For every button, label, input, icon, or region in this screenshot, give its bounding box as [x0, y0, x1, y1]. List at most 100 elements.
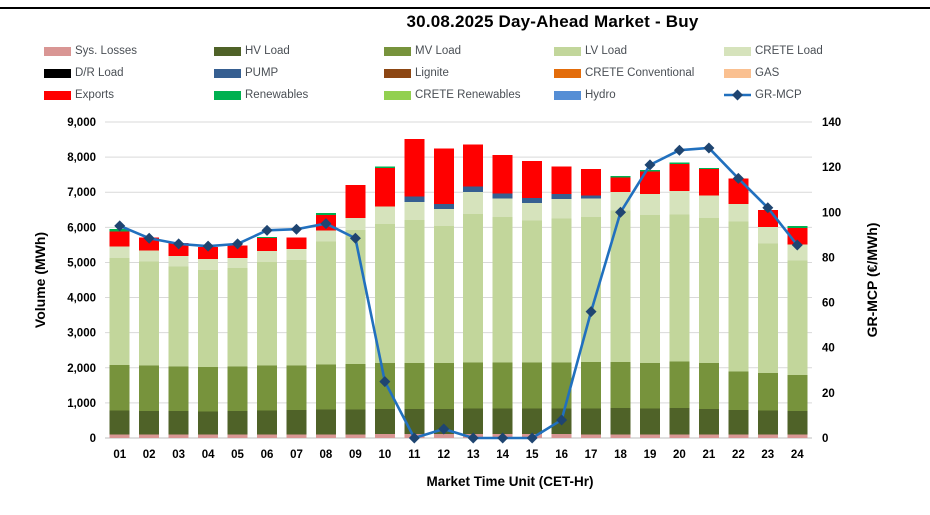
y-axis-right-ticks: 0 20 40 60 80 100 120 140 [822, 117, 841, 445]
gr-mcp-marker-hour-07 [290, 223, 302, 235]
bar-segment-lv-load [109, 258, 130, 365]
bar-segment-sys-losses [168, 434, 189, 438]
bar-segment-renewables [374, 166, 395, 169]
bar-hour-22 [728, 178, 749, 438]
legend-item-d-r-load: D/R Load [44, 67, 214, 79]
bar-segment-lv-load [198, 269, 219, 368]
legend-item-renewables: Renewables [214, 89, 384, 101]
bar-segment-mv-load [404, 363, 425, 410]
bar-segment-hv-load [315, 409, 336, 435]
y-left-tick-label: 7,000 [67, 187, 96, 199]
bar-segment-hv-load [168, 411, 189, 435]
bar-segment-hv-load [522, 408, 543, 435]
bar-segment-crete-load [581, 198, 602, 217]
bar-hour-17 [581, 169, 602, 438]
bar-segment-crete-load [198, 258, 219, 270]
legend-item-mv-load: MV Load [384, 45, 554, 57]
bar-segment-exports [551, 166, 572, 194]
y-axis-left-ticks: 0 1,000 2,000 3,000 4,000 5,000 6,000 7,000 8,00… [67, 117, 96, 445]
bar-segment-exports [139, 237, 160, 251]
gr-mcp-marker-hour-16 [556, 414, 568, 426]
legend-label: CRETE Conventional [585, 67, 695, 79]
bar-segment-renewables [610, 176, 631, 178]
x-tick-label-04: 04 [202, 449, 215, 461]
bar-segment-hv-load [404, 409, 425, 435]
legend-label: HV Load [245, 45, 290, 57]
bar-segment-lv-load [757, 243, 778, 374]
legend-label: MV Load [415, 45, 462, 57]
y-left-tick-label: 4,000 [67, 293, 96, 305]
bar-segment-crete-load [551, 199, 572, 219]
x-tick-label-24: 24 [791, 449, 804, 461]
legend-item-hv-load: HV Load [214, 45, 384, 57]
x-tick-label-17: 17 [585, 449, 598, 461]
bar-segment-pump [433, 203, 454, 209]
gr-mcp-marker-hour-14 [497, 432, 509, 444]
legend-swatch-icon [384, 46, 411, 56]
y-right-tick-label: 0 [822, 433, 828, 445]
gr-mcp-marker-hour-21 [703, 142, 715, 154]
bar-segment-hv-load [257, 410, 278, 435]
bar-segment-sys-losses [757, 434, 778, 438]
legend-item-sys-losses: Sys. Losses [44, 45, 214, 57]
bar-segment-pump [551, 193, 572, 200]
chart-title: 30.08.2025 Day-Ahead Market - Buy [406, 12, 699, 31]
bar-segment-exports [109, 231, 130, 247]
bar-segment-mv-load [463, 362, 484, 409]
bar-segment-hv-load [286, 409, 307, 435]
legend-swatch-icon [554, 46, 581, 56]
bar-segment-lv-load [787, 260, 808, 375]
bar-segment-lv-load [463, 213, 484, 363]
bar-hour-11 [404, 139, 425, 438]
legend-swatch-icon [44, 46, 71, 56]
legend-label: Sys. Losses [75, 45, 137, 57]
bar-hour-12 [433, 148, 454, 438]
bar-segment-lv-load [728, 221, 749, 372]
gr-mcp-marker-hour-06 [261, 224, 273, 236]
bar-segment-sys-losses [286, 434, 307, 438]
bar-segment-exports [698, 169, 719, 196]
bar-segment-crete-load [257, 251, 278, 263]
bar-segment-sys-losses [728, 434, 749, 438]
bar-segment-renewables [639, 169, 660, 172]
bar-segment-lv-load [551, 218, 572, 363]
bar-segment-renewables [787, 225, 808, 229]
bar-segment-hv-load [198, 411, 219, 435]
x-axis-ticks: 01 02 03 04 05 06 07 08 09 10 11 12 13 14 15 16 17 18 19 20… [113, 449, 804, 461]
bar-segment-mv-load [286, 365, 307, 410]
y-right-tick-label: 120 [822, 162, 841, 174]
bar-segment-mv-load [787, 374, 808, 411]
legend-item-crete-conventional: CRETE Conventional [554, 67, 724, 79]
bar-segment-hv-load [581, 408, 602, 435]
y-left-tick-label: 1,000 [67, 398, 96, 410]
bar-segment-hv-load [669, 408, 690, 435]
legend-label: GR-MCP [755, 89, 802, 101]
bar-segment-mv-load [698, 363, 719, 410]
chart-legend: Sys. Losses HV Load MV Load LV Load CRETE Lo… [44, 40, 904, 106]
gr-mcp-marker-hour-24 [791, 239, 803, 251]
bar-segment-crete-load [315, 230, 336, 242]
legend-item-lv-load: LV Load [554, 45, 724, 57]
bar-segment-lv-load [257, 262, 278, 366]
bar-segment-crete-load [463, 192, 484, 214]
legend-label: GAS [755, 67, 780, 79]
bar-segment-sys-losses [787, 434, 808, 438]
x-tick-label-18: 18 [614, 449, 627, 461]
bar-segment-mv-load [728, 371, 749, 410]
legend-swatch-icon [214, 68, 241, 78]
bar-hour-20 [669, 162, 690, 438]
bar-segment-hv-load [374, 409, 395, 435]
bar-hour-05 [227, 245, 248, 438]
bar-segment-lv-load [433, 225, 454, 364]
bar-segment-lv-load [522, 220, 543, 363]
legend-item-hydro: Hydro [554, 89, 724, 101]
gr-mcp-marker-hour-03 [173, 238, 185, 250]
gr-mcp-marker-hour-12 [438, 423, 450, 435]
top-border-rule [0, 7, 930, 9]
x-tick-label-08: 08 [320, 449, 333, 461]
y-right-tick-label: 80 [822, 252, 835, 264]
bar-segment-lv-load [404, 219, 425, 364]
bar-segment-mv-load [522, 362, 543, 409]
bar-segment-exports [345, 185, 366, 219]
bar-segment-mv-load [139, 365, 160, 411]
